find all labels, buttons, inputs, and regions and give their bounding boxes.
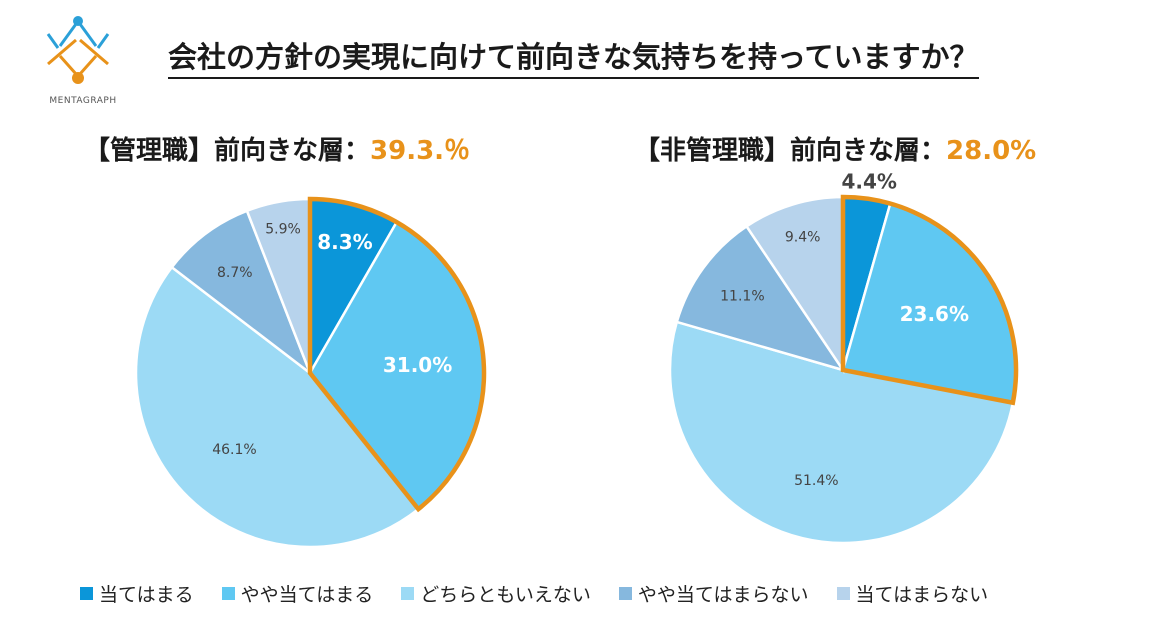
subtitle-managers-label: 【管理職】前向きな層： (84, 136, 371, 166)
slice-label: 46.1% (212, 442, 256, 458)
pie-slice (744, 195, 845, 375)
legend-item: やや当てはまらない (618, 580, 809, 607)
legend-item: 当てはまる (80, 580, 194, 607)
slice-label: 4.4% (842, 170, 897, 194)
legend-item: やや当てはまる (221, 580, 374, 607)
pie-slice (675, 224, 846, 373)
slice-label: 31.0% (383, 353, 452, 377)
legend: 当てはまる やや当てはまる どちらともいえない やや当てはまらない 当てはまらな… (80, 580, 988, 607)
highlight-outline (307, 196, 487, 513)
slice-label: 9.4% (785, 230, 821, 246)
pie-slice (668, 320, 1015, 545)
legend-swatch (618, 587, 632, 600)
slice-label: 8.3% (317, 230, 372, 254)
logo-text: MENTAGRAPH (49, 96, 117, 106)
legend-label: 当てはまらない (855, 584, 989, 606)
slice-label: 5.9% (265, 221, 301, 237)
legend-item: 当てはまらない (836, 580, 989, 607)
subtitle-non-managers-value: 28.0% (946, 136, 1037, 166)
legend-item: どちらともいえない (401, 580, 591, 607)
subtitle-managers: 【管理職】前向きな層：39.3.％ (84, 130, 470, 167)
legend-swatch (221, 587, 235, 600)
page-title: 会社の方針の実現に向けて前向きな気持ちを持っていますか？ (168, 34, 979, 79)
pie-slice (134, 265, 421, 549)
legend-label: やや当てはまる (240, 584, 374, 606)
slice-label: 23.6% (900, 302, 969, 326)
legend-label: どちらともいえない (420, 584, 591, 606)
subtitle-non-managers: 【非管理職】前向きな層：28.0% (634, 130, 1036, 167)
mentagraph-logo (46, 16, 110, 84)
legend-swatch (401, 587, 415, 600)
legend-swatch (80, 587, 93, 600)
highlight-outline (840, 194, 1019, 406)
legend-label: 当てはまる (99, 584, 194, 606)
subtitle-non-managers-label: 【非管理職】前向きな層： (634, 136, 947, 166)
slice-label: 51.4% (794, 473, 838, 489)
slice-label: 8.7% (217, 265, 253, 281)
subtitle-managers-value: 39.3.％ (370, 136, 471, 166)
slice-label: 11.1% (720, 289, 764, 305)
pie-slice (170, 209, 313, 377)
legend-label: やや当てはまらない (637, 584, 809, 606)
legend-swatch (836, 587, 850, 600)
